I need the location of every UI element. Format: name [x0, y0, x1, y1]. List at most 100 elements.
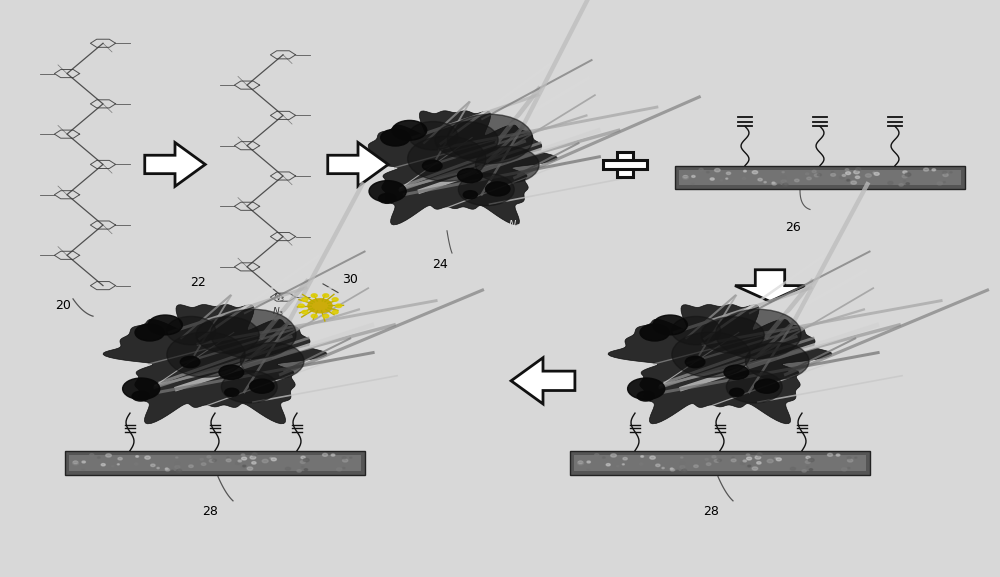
Circle shape: [135, 324, 164, 341]
Circle shape: [809, 469, 813, 471]
Bar: [617, 152, 633, 177]
Circle shape: [611, 454, 616, 457]
Circle shape: [680, 462, 684, 464]
Circle shape: [332, 298, 338, 301]
Circle shape: [783, 183, 788, 186]
Circle shape: [252, 453, 257, 456]
Circle shape: [235, 462, 240, 464]
Circle shape: [848, 459, 853, 462]
Circle shape: [336, 304, 342, 308]
Circle shape: [705, 458, 708, 460]
Circle shape: [302, 310, 308, 314]
Circle shape: [587, 461, 590, 463]
Circle shape: [764, 182, 766, 183]
Circle shape: [845, 180, 849, 182]
Circle shape: [899, 183, 903, 186]
Circle shape: [865, 174, 871, 177]
Circle shape: [746, 454, 750, 456]
Circle shape: [683, 176, 689, 179]
Circle shape: [836, 454, 840, 456]
Circle shape: [136, 456, 139, 458]
Circle shape: [717, 459, 721, 462]
Circle shape: [776, 458, 781, 461]
Circle shape: [757, 462, 761, 464]
Circle shape: [848, 467, 850, 469]
Circle shape: [854, 170, 859, 174]
Circle shape: [435, 122, 498, 158]
Bar: [65, 451, 365, 475]
Circle shape: [795, 179, 799, 182]
Circle shape: [782, 171, 784, 173]
Circle shape: [805, 173, 809, 175]
Circle shape: [755, 456, 761, 459]
Circle shape: [671, 316, 721, 345]
Circle shape: [670, 469, 675, 471]
Circle shape: [337, 468, 342, 471]
Circle shape: [639, 463, 643, 465]
Polygon shape: [608, 305, 832, 424]
Circle shape: [685, 357, 705, 368]
Circle shape: [755, 379, 779, 394]
Circle shape: [831, 172, 834, 173]
Circle shape: [623, 458, 627, 460]
Circle shape: [873, 172, 875, 173]
Circle shape: [381, 129, 410, 146]
Circle shape: [814, 174, 819, 177]
Circle shape: [587, 469, 589, 470]
Circle shape: [422, 160, 442, 171]
Circle shape: [240, 343, 304, 379]
Bar: [679, 170, 961, 185]
Circle shape: [874, 173, 879, 175]
Text: 24: 24: [432, 258, 448, 271]
Circle shape: [855, 457, 857, 458]
Circle shape: [167, 332, 245, 377]
Circle shape: [595, 454, 599, 456]
Circle shape: [201, 463, 206, 466]
Circle shape: [699, 168, 703, 171]
Circle shape: [742, 177, 746, 179]
Text: 30: 30: [342, 273, 358, 286]
Circle shape: [757, 453, 762, 456]
Circle shape: [111, 466, 114, 467]
Circle shape: [189, 465, 193, 467]
Circle shape: [132, 391, 149, 401]
Circle shape: [243, 465, 246, 467]
Circle shape: [73, 462, 79, 465]
Circle shape: [463, 190, 477, 199]
Circle shape: [302, 466, 304, 467]
Circle shape: [252, 462, 256, 464]
Text: $N_3$: $N_3$: [273, 291, 285, 304]
Polygon shape: [511, 358, 575, 404]
Circle shape: [710, 178, 714, 180]
Circle shape: [731, 459, 736, 462]
Circle shape: [903, 180, 906, 182]
Circle shape: [331, 454, 335, 456]
Circle shape: [851, 181, 856, 184]
Circle shape: [157, 467, 159, 469]
Circle shape: [247, 467, 253, 470]
Circle shape: [298, 304, 304, 308]
Circle shape: [602, 457, 605, 458]
Circle shape: [932, 168, 936, 171]
Circle shape: [622, 464, 624, 465]
Circle shape: [694, 465, 698, 467]
Circle shape: [670, 468, 673, 470]
Circle shape: [676, 470, 679, 472]
Circle shape: [782, 177, 786, 179]
Circle shape: [740, 462, 745, 464]
Circle shape: [241, 454, 245, 456]
Circle shape: [304, 469, 308, 471]
Circle shape: [672, 332, 750, 377]
Circle shape: [82, 469, 84, 470]
Circle shape: [724, 365, 749, 380]
Circle shape: [145, 456, 150, 459]
Polygon shape: [353, 111, 557, 225]
Circle shape: [242, 457, 247, 460]
Circle shape: [134, 463, 138, 465]
Circle shape: [683, 469, 686, 471]
Circle shape: [171, 470, 174, 472]
Circle shape: [176, 470, 182, 473]
Circle shape: [943, 171, 947, 174]
Circle shape: [285, 467, 291, 470]
Circle shape: [831, 174, 836, 176]
